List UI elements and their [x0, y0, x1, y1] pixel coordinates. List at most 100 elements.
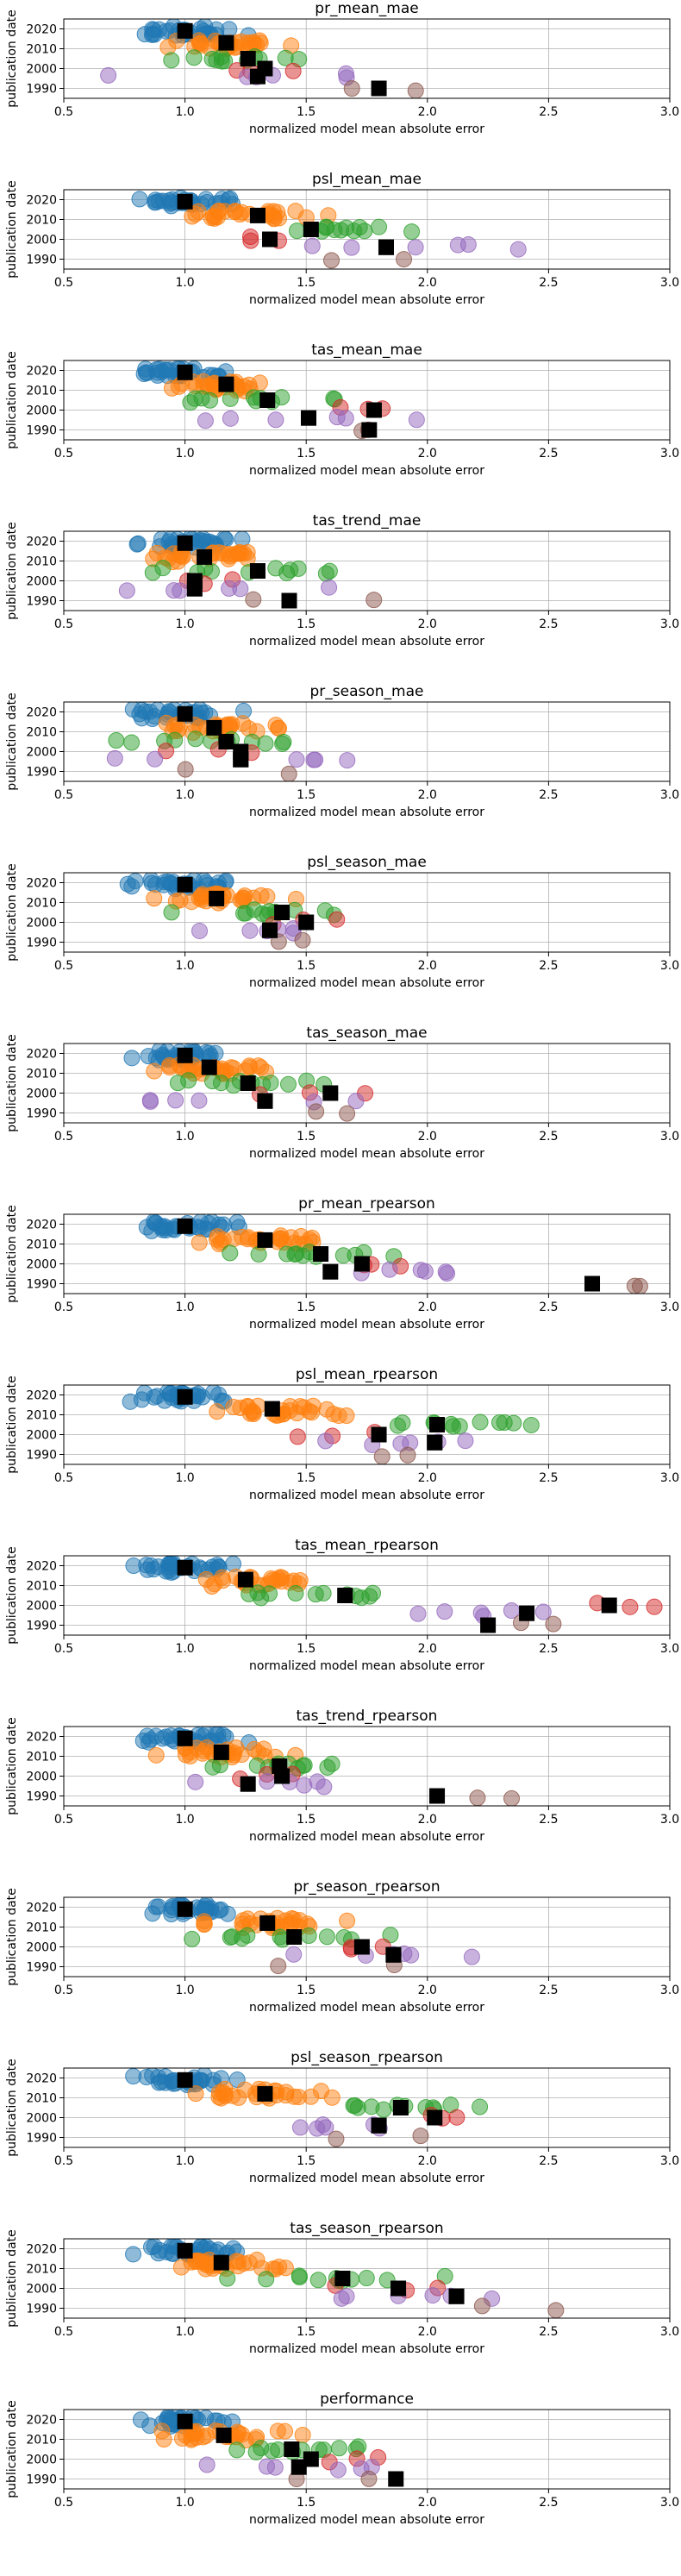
y-tick-label: 1990 [26, 2303, 57, 2316]
data-point [394, 1414, 411, 1432]
group-mean-marker [322, 1263, 339, 1280]
x-axis-label: normalized model mean absolute error [249, 293, 484, 307]
data-point [163, 52, 180, 69]
chart-panel: tas_season_rpearson 0.5 1.0 1.5 2.0 2.5 3.0 199… [5, 2220, 679, 2356]
data-point [365, 592, 383, 609]
group-mean-marker [365, 402, 382, 418]
data-point [123, 1050, 141, 1067]
y-tick-label: 2020 [26, 2072, 57, 2086]
data-point [288, 751, 305, 768]
y-tick-label: 2000 [26, 1258, 57, 1272]
x-tick-label: 0.5 [54, 447, 73, 461]
x-tick-label: 0.5 [54, 276, 73, 290]
data-point [280, 765, 297, 781]
group-mean-marker [218, 34, 234, 51]
data-point [631, 1277, 648, 1294]
data-point [288, 1245, 305, 1263]
y-axis-label: publication date [5, 2059, 19, 2157]
chart-panel: tas_season_mae 0.5 1.0 1.5 2.0 2.5 3.0 1990 2000… [5, 1025, 679, 1161]
data-point [216, 531, 233, 547]
data-point [328, 911, 346, 928]
data-point [409, 1605, 427, 1622]
group-mean-marker [519, 1605, 535, 1621]
data-point [424, 2287, 441, 2304]
group-mean-marker [480, 1617, 497, 1633]
y-tick-label: 2010 [26, 43, 57, 57]
data-point [191, 35, 209, 53]
y-tick-label: 2000 [26, 575, 57, 589]
panel-title: pr_mean_mae [315, 0, 418, 17]
data-point [221, 21, 238, 38]
data-point [273, 1570, 291, 1587]
data-point [198, 2456, 216, 2473]
data-point [307, 1586, 324, 1603]
group-mean-marker [291, 2459, 307, 2475]
data-point [191, 1234, 208, 1251]
x-tick-label: 2.0 [418, 1642, 437, 1656]
data-point [188, 2429, 205, 2447]
group-mean-marker [313, 1246, 329, 1262]
y-tick-label: 1990 [26, 1107, 57, 1121]
panel-title: psl_season_rpearson [291, 2049, 443, 2066]
x-tick-label: 2.5 [539, 959, 558, 973]
data-point [373, 1448, 390, 1464]
data-point [174, 548, 191, 566]
plot-frame [63, 1555, 671, 1636]
data-point [197, 1570, 215, 1588]
y-tick-label: 2020 [26, 23, 57, 37]
data-point [270, 1958, 287, 1975]
group-mean-marker [177, 1901, 193, 1917]
y-axis-label: publication date [5, 1888, 19, 1986]
y-tick-label: 2000 [26, 2112, 57, 2126]
chart-panel: tas_mean_mae 0.5 1.0 1.5 2.0 2.5 3.0 1990 2000 20… [5, 342, 679, 478]
data-point [287, 1584, 304, 1601]
data-point [147, 1746, 165, 1764]
data-point [197, 412, 214, 429]
data-point [234, 889, 252, 906]
x-tick-label: 1.5 [297, 959, 316, 973]
data-point [337, 410, 354, 427]
group-mean-marker [177, 1730, 193, 1746]
x-tick-label: 3.0 [660, 2496, 679, 2510]
x-tick-label: 2.0 [418, 105, 437, 119]
data-point [436, 1603, 453, 1620]
data-point [300, 1927, 317, 1944]
data-point [307, 751, 324, 768]
x-tick-label: 3.0 [660, 105, 679, 119]
x-tick-label: 2.5 [539, 788, 558, 802]
data-point [128, 536, 146, 553]
y-axis-label: publication date [5, 180, 19, 279]
y-tick-label: 2020 [26, 2243, 57, 2257]
data-point [303, 237, 321, 254]
plot-frame [63, 18, 671, 99]
x-axis-label: normalized model mean absolute error [249, 1147, 484, 1161]
data-point [187, 730, 204, 748]
data-point [403, 223, 421, 241]
data-point [396, 251, 413, 268]
data-point [253, 905, 271, 922]
chart-panel: tas_mean_rpearson 0.5 1.0 1.5 2.0 2.5 3.0 1990 2… [5, 1537, 679, 1673]
data-point [216, 2080, 234, 2097]
x-tick-label: 1.0 [175, 276, 194, 290]
data-point [196, 1913, 213, 1930]
x-axis-label: normalized model mean absolute error [249, 1830, 484, 1844]
group-mean-marker [240, 1776, 256, 1792]
x-tick-label: 1.0 [175, 1813, 194, 1827]
group-mean-marker [177, 1388, 193, 1405]
y-axis-label: publication date [5, 693, 19, 791]
y-tick-label: 1990 [26, 2473, 57, 2487]
group-mean-marker [240, 51, 256, 66]
plot-frame [63, 1896, 671, 1977]
x-tick-label: 2.5 [539, 1813, 558, 1827]
data-point [147, 1898, 165, 1915]
group-mean-marker [249, 68, 266, 85]
data-point [308, 1103, 325, 1120]
data-point [316, 1778, 333, 1796]
chart-panel: pr_mean_mae 0.5 1.0 1.5 2.0 2.5 3.0 1990 2000 201… [5, 0, 679, 136]
group-mean-marker [177, 2071, 193, 2088]
group-mean-marker [281, 592, 297, 609]
group-mean-marker [274, 905, 291, 920]
data-point [147, 750, 164, 768]
group-mean-marker [378, 239, 394, 255]
